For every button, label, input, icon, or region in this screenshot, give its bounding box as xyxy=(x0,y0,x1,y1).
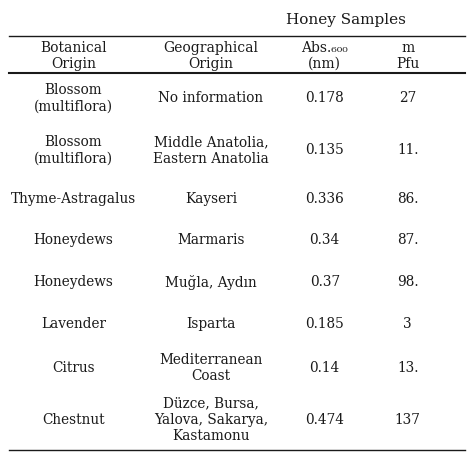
Text: m
Pfu: m Pfu xyxy=(396,41,419,71)
Text: 0.135: 0.135 xyxy=(305,144,344,157)
Text: 0.178: 0.178 xyxy=(305,91,344,105)
Text: Blossom
(multiflora): Blossom (multiflora) xyxy=(34,136,113,165)
Text: 0.34: 0.34 xyxy=(310,233,340,247)
Text: 0.336: 0.336 xyxy=(305,191,344,206)
Text: Marmaris: Marmaris xyxy=(177,233,245,247)
Text: Honey Samples: Honey Samples xyxy=(286,13,406,27)
Text: 13.: 13. xyxy=(397,361,419,375)
Text: 3: 3 xyxy=(403,317,412,331)
Text: 0.14: 0.14 xyxy=(310,361,340,375)
Text: Geographical
Origin: Geographical Origin xyxy=(164,41,258,71)
Text: Lavender: Lavender xyxy=(41,317,106,331)
Text: Abs.₆₀₀
(nm): Abs.₆₀₀ (nm) xyxy=(301,41,348,71)
Text: Thyme-Astragalus: Thyme-Astragalus xyxy=(11,191,136,206)
Text: Mediterranean
Coast: Mediterranean Coast xyxy=(159,353,263,383)
Text: 0.37: 0.37 xyxy=(310,275,340,289)
Text: 87.: 87. xyxy=(397,233,419,247)
Text: Honeydews: Honeydews xyxy=(34,275,113,289)
Text: Isparta: Isparta xyxy=(186,317,236,331)
Text: 98.: 98. xyxy=(397,275,419,289)
Text: Citrus: Citrus xyxy=(52,361,95,375)
Text: 0.474: 0.474 xyxy=(305,413,344,427)
Text: No information: No information xyxy=(158,91,264,105)
Text: 27: 27 xyxy=(399,91,416,105)
Text: 86.: 86. xyxy=(397,191,419,206)
Text: 0.185: 0.185 xyxy=(305,317,344,331)
Text: Blossom
(multiflora): Blossom (multiflora) xyxy=(34,83,113,113)
Text: Honeydews: Honeydews xyxy=(34,233,113,247)
Text: 137: 137 xyxy=(395,413,420,427)
Text: Kayseri: Kayseri xyxy=(185,191,237,206)
Text: Düzce, Bursa,
Yalova, Sakarya,
Kastamonu: Düzce, Bursa, Yalova, Sakarya, Kastamonu xyxy=(154,397,268,443)
Text: Middle Anatolia,
Eastern Anatolia: Middle Anatolia, Eastern Anatolia xyxy=(153,136,269,165)
Text: Chestnut: Chestnut xyxy=(42,413,105,427)
Text: Muğla, Aydın: Muğla, Aydın xyxy=(165,274,257,290)
Text: 11.: 11. xyxy=(397,144,419,157)
Text: Botanical
Origin: Botanical Origin xyxy=(40,41,107,71)
